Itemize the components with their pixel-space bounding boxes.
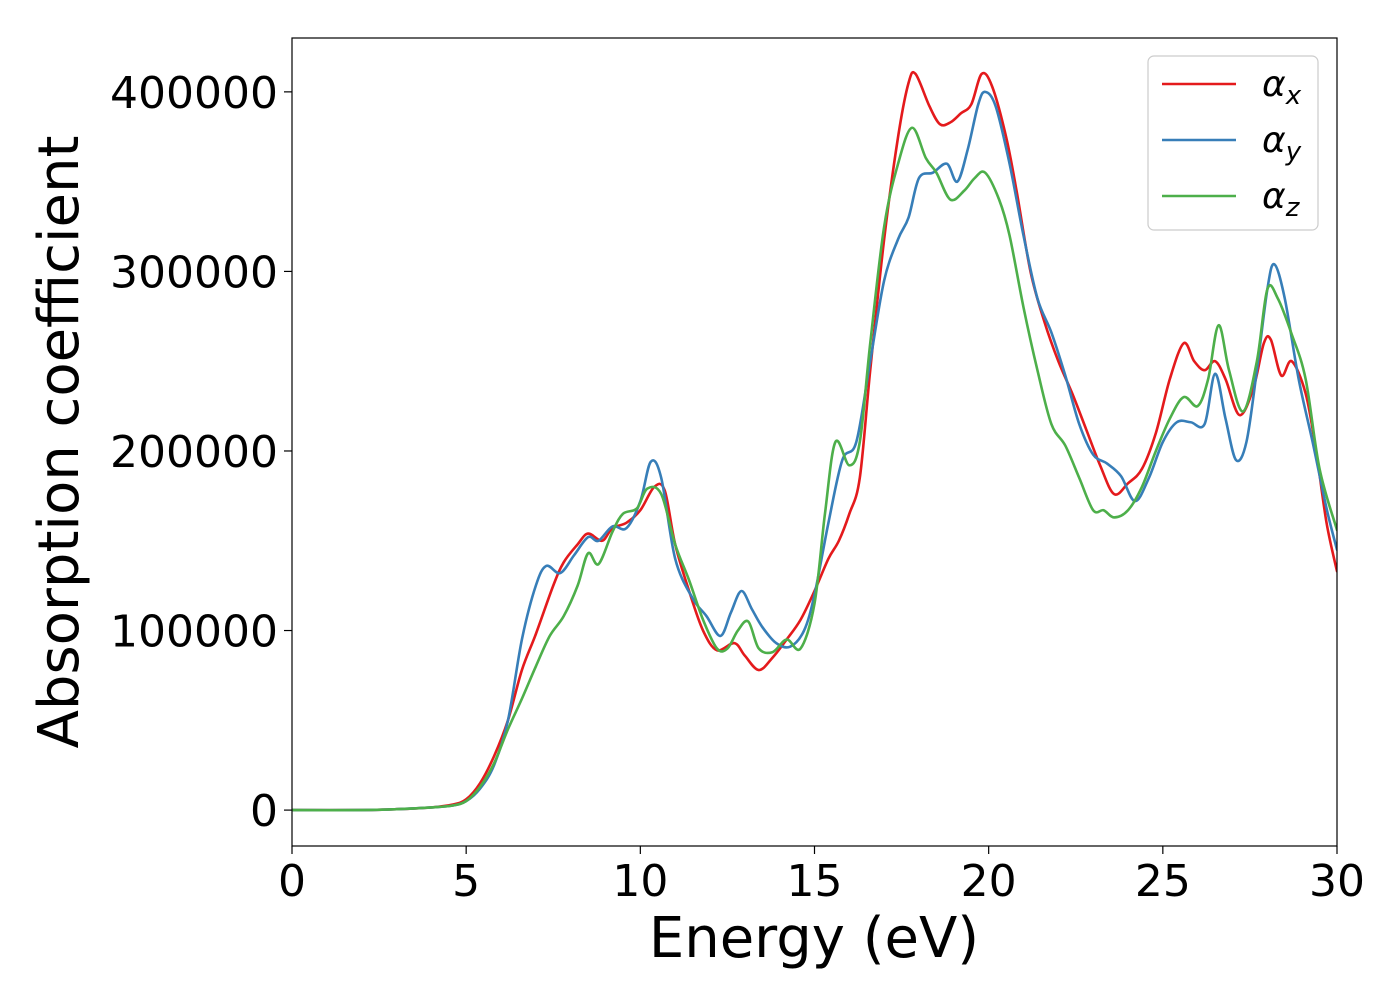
legend-label: αy [1262, 120, 1302, 167]
x-tick-label: 30 [1309, 856, 1365, 907]
x-tick-label: 25 [1135, 856, 1191, 907]
x-tick-label: 20 [961, 856, 1017, 907]
y-tick-label: 200000 [110, 427, 278, 478]
x-tick-label: 15 [787, 856, 843, 907]
series-line-3 [292, 126, 1337, 812]
x-tick-label: 5 [452, 856, 480, 907]
x-axis-label: Energy (eV) [649, 906, 979, 971]
legend: αx αy αz [1147, 55, 1319, 231]
legend-label: αz [1262, 176, 1301, 223]
y-tick-label: 100000 [110, 607, 278, 658]
x-tick-label: 10 [612, 856, 668, 907]
y-axis-label: Absorption coefficient [27, 136, 92, 749]
series-line-2 [292, 90, 1337, 812]
y-tick-label: 400000 [110, 68, 278, 119]
legend-label: αx [1262, 64, 1302, 111]
y-tick-label: 300000 [110, 247, 278, 298]
y-axis-ticks: 0 100000 200000 300000 400000 [110, 68, 292, 837]
y-tick-label: 0 [250, 786, 278, 837]
legend-box [1147, 55, 1319, 231]
plot-frame [291, 37, 1338, 847]
series-lines [292, 70, 1337, 812]
x-axis-ticks: 0 5 10 15 20 25 30 [278, 846, 1365, 907]
x-tick-label: 0 [278, 856, 306, 907]
